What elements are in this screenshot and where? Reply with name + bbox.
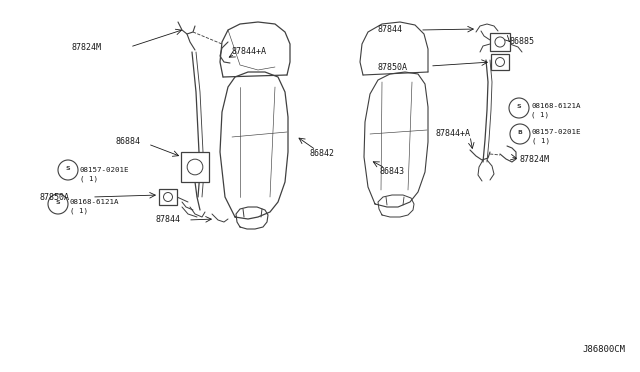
Text: 87844+A: 87844+A [436,129,471,138]
Text: ( 1): ( 1) [80,176,98,182]
Text: S: S [516,105,522,109]
Text: 08157-0201E: 08157-0201E [532,129,582,135]
Text: J86800CM: J86800CM [582,345,625,354]
Circle shape [509,98,529,118]
Text: 87850A: 87850A [40,192,70,202]
Text: 86842: 86842 [310,150,335,158]
Text: ( 1): ( 1) [70,208,88,214]
Text: 87824M: 87824M [520,154,550,164]
Circle shape [495,37,505,47]
Text: 87844: 87844 [378,26,403,35]
Text: ( 1): ( 1) [532,138,550,144]
Text: 08157-0201E: 08157-0201E [80,167,129,173]
Text: 87844: 87844 [155,215,180,224]
Circle shape [510,124,530,144]
Text: 08168-6121A: 08168-6121A [70,199,120,205]
Circle shape [187,159,203,175]
Text: 86843: 86843 [380,167,405,176]
Text: B: B [518,131,522,135]
Text: 87824M: 87824M [72,42,102,51]
Text: 87850A: 87850A [378,62,408,71]
Text: 86884: 86884 [115,138,140,147]
Text: S: S [66,167,70,171]
Text: ( 1): ( 1) [531,112,549,118]
Text: 87844+A: 87844+A [232,48,267,57]
Text: 86885: 86885 [510,38,535,46]
Circle shape [48,194,68,214]
Circle shape [164,193,173,202]
Circle shape [58,160,78,180]
Text: 08168-6121A: 08168-6121A [531,103,580,109]
Circle shape [495,58,504,67]
Bar [490,33,510,51]
Bar [181,152,209,182]
Text: S: S [56,201,60,205]
Bar [159,189,177,205]
Bar [491,54,509,70]
